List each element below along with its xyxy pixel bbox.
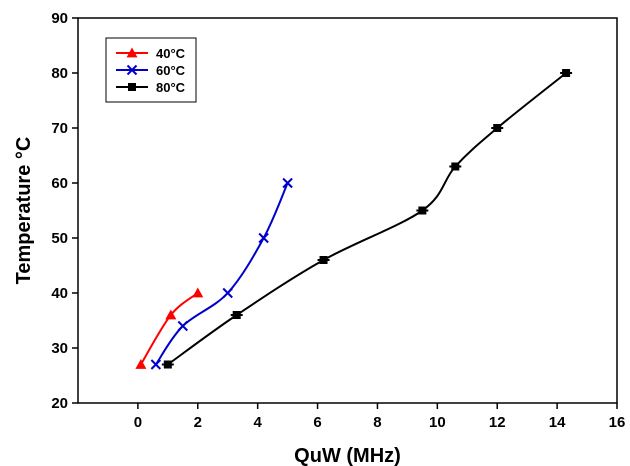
- series-layer: [135, 69, 573, 370]
- y-tick-label: 20: [51, 395, 68, 412]
- data-point: [282, 177, 293, 189]
- legend-label: 80°C: [156, 80, 186, 95]
- y-tick-label: 50: [51, 230, 68, 247]
- x-axis-title: QuW (MHz): [294, 445, 401, 466]
- data-point: [222, 287, 233, 299]
- x-tick-label: 8: [373, 414, 381, 431]
- x-tick-label: 6: [313, 414, 321, 431]
- y-tick-label: 40: [51, 285, 68, 302]
- marker-stroke: [258, 232, 269, 244]
- series-line: [167, 72, 567, 366]
- marker-stroke: [282, 177, 293, 189]
- y-tick-label: 90: [51, 10, 68, 27]
- x-tick-label: 16: [609, 414, 626, 431]
- y-tick-label: 80: [51, 65, 68, 82]
- series-0: [135, 287, 204, 369]
- data-point: [192, 287, 204, 298]
- x-tick-label: 4: [253, 414, 262, 431]
- x-tick-label: 0: [134, 414, 142, 431]
- legend-marker: [126, 64, 138, 76]
- x-tick-label: 2: [194, 414, 202, 431]
- legend: 40°C 60°C 80°C: [105, 37, 197, 103]
- series-line: [140, 292, 199, 366]
- series-2: [161, 69, 573, 369]
- y-axis-title: Temperature °C: [13, 137, 35, 285]
- legend-label: 40°C: [156, 46, 186, 61]
- x-tick-label: 10: [429, 414, 446, 431]
- legend-marker: [126, 47, 138, 58]
- y-tick-label: 30: [51, 340, 68, 357]
- data-point: [165, 309, 177, 320]
- marker-stroke: [222, 287, 233, 299]
- legend-label: 60°C: [156, 63, 186, 78]
- x-tick-label: 14: [549, 414, 566, 431]
- plot-frame: [77, 17, 618, 404]
- data-point: [177, 320, 189, 332]
- marker-stroke: [150, 359, 162, 370]
- marker-stroke: [177, 320, 189, 332]
- y-tick-label: 70: [51, 120, 68, 137]
- x-tick-label: 12: [489, 414, 506, 431]
- series-line: [155, 182, 289, 366]
- y-tick-label: 60: [51, 175, 68, 192]
- data-point: [258, 232, 269, 244]
- data-point: [150, 359, 162, 370]
- marker-stroke: [126, 64, 138, 76]
- series-1: [150, 177, 293, 370]
- data-point: [135, 359, 147, 369]
- axes: 0 2 4 6 8 10 12 14 16 20 30 40 50 60 70 80 90: [51, 10, 625, 431]
